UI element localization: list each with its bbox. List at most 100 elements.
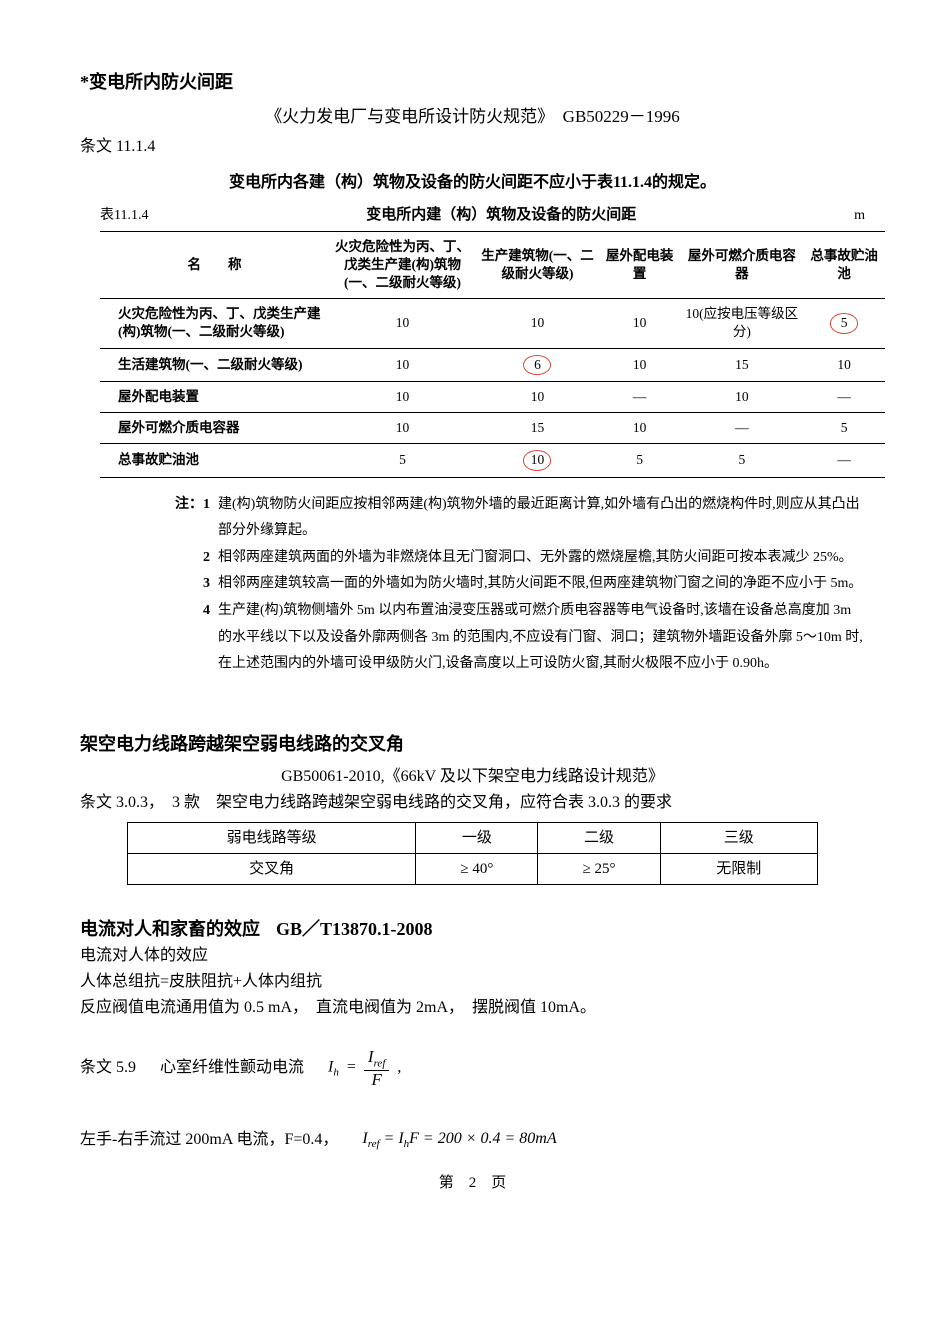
td: 交叉角: [128, 853, 416, 884]
table1-unit: m: [854, 205, 865, 227]
td: 5: [599, 444, 681, 477]
td: 10(应按电压等级区分): [681, 299, 804, 348]
sec3-title-b: GB／T13870.1-2008: [276, 919, 433, 939]
note-lead: 2: [170, 545, 218, 572]
td: 10: [329, 299, 476, 348]
table1-label: 表11.1.4: [100, 205, 148, 227]
table-row: 生活建筑物(一、二级耐火等级)106101510: [100, 348, 885, 381]
clause59-text: 心室纤维性颤动电流: [160, 1055, 304, 1081]
td: 10: [476, 381, 599, 412]
table-row: 交叉角 ≥ 40° ≥ 25° 无限制: [128, 853, 818, 884]
table1-caption: 变电所内建（构）筑物及设备的防火间距: [148, 203, 854, 227]
th: 名 称: [100, 231, 329, 299]
sec3-line3: 反应阀值电流通用值为 0.5 mA， 直流电阀值为 2mA， 摆脱阀值 10mA…: [80, 995, 865, 1021]
th: 总事故贮油池: [803, 231, 885, 299]
table1-notes: 注：1建(构)筑物防火间距应按相邻两建(构)筑物外墙的最近距离计算,如外墙有凸出…: [170, 492, 865, 678]
eq2-intro: 左手-右手流过 200mA 电流，F=0.4，: [80, 1127, 338, 1153]
sec1-standard: 《火力发电厂与变电所设计防火规范》 GB50229－1996: [80, 103, 865, 130]
table-row: 屋外配电装置1010—10—: [100, 381, 885, 412]
sec1-intro: 变电所内各建（构）筑物及设备的防火间距不应小于表11.1.4的规定。: [80, 170, 865, 196]
note-body: 相邻两座建筑两面的外墙为非燃烧体且无门窗洞口、无外露的燃烧屋檐,其防火间距可按本…: [218, 545, 865, 572]
th: 屋外可燃介质电容器: [681, 231, 804, 299]
eq1-den: F: [367, 1071, 385, 1088]
td: 5: [803, 299, 885, 348]
sec1-clause: 条文 11.1.4: [80, 134, 865, 160]
table-row: 屋外可燃介质电容器101510—5: [100, 413, 885, 444]
eq2-sym-sub: ref: [368, 1138, 380, 1150]
td: 10: [803, 348, 885, 381]
td: 5: [803, 413, 885, 444]
note-row: 2相邻两座建筑两面的外墙为非燃烧体且无门窗洞口、无外露的燃烧屋檐,其防火间距可按…: [170, 545, 865, 572]
td: 10: [329, 413, 476, 444]
row-label: 屋外可燃介质电容器: [100, 413, 329, 444]
th: 火灾危险性为丙、丁、戊类生产建(构)筑物(一、二级耐火等级): [329, 231, 476, 299]
sec2-title: 架空电力线路跨越架空弱电线路的交叉角: [80, 730, 865, 759]
table-row: 弱电线路等级 一级 二级 三级: [128, 822, 818, 853]
eq1-frac: Iref F: [364, 1048, 389, 1087]
eq1: Ih = Iref F ,: [328, 1048, 401, 1087]
sec3-eq2-row: 左手-右手流过 200mA 电流，F=0.4， Iref = IhF = 200…: [80, 1126, 865, 1154]
sec3-eq1-row: 条文 5.9 心室纤维性颤动电流 Ih = Iref F ,: [80, 1048, 865, 1087]
sec1-title: *变电所内防火间距: [80, 68, 865, 97]
page-footer: 第 2 页: [80, 1171, 865, 1195]
note-body: 相邻两座建筑较高一面的外墙如为防火墙时,其防火间距不限,但两座建筑物门窗之间的净…: [218, 571, 865, 598]
clause59-label: 条文 5.9: [80, 1055, 136, 1081]
table1-header-row: 表11.1.4 变电所内建（构）筑物及设备的防火间距 m: [100, 203, 865, 227]
sec3-title-row: 电流对人和家畜的效应 GB／T13870.1-2008: [80, 915, 865, 944]
eq1-lhs-sub: h: [333, 1067, 339, 1079]
td: 10: [599, 413, 681, 444]
td: 15: [476, 413, 599, 444]
eq1-num-sub: ref: [374, 1058, 386, 1070]
table1: 名 称 火灾危险性为丙、丁、戊类生产建(构)筑物(一、二级耐火等级) 生产建筑物…: [100, 231, 885, 478]
td: 无限制: [660, 853, 817, 884]
table-row: 火灾危险性为丙、丁、戊类生产建(构)筑物(一、二级耐火等级)10101010(应…: [100, 299, 885, 348]
th: 屋外配电装置: [599, 231, 681, 299]
sec3-line2: 人体总组抗=皮肤阻抗+人体内组抗: [80, 969, 865, 995]
eq2: Iref = IhF = 200 × 0.4 = 80mA: [362, 1126, 556, 1154]
td: 10: [329, 381, 476, 412]
note-body: 建(构)筑物防火间距应按相邻两建(构)筑物外墙的最近距离计算,如外墙有凸出的燃烧…: [218, 492, 865, 545]
note-lead: 4: [170, 598, 218, 678]
sec2-standard: GB50061-2010,《66kV 及以下架空电力线路设计规范》: [80, 764, 865, 790]
td: 10: [476, 299, 599, 348]
note-body: 生产建(构)筑物侧墙外 5m 以内布置油浸变压器或可燃介质电容器等电气设备时,该…: [218, 598, 865, 678]
td: 10: [476, 444, 599, 477]
note-row: 3相邻两座建筑较高一面的外墙如为防火墙时,其防火间距不限,但两座建筑物门窗之间的…: [170, 571, 865, 598]
row-label: 火灾危险性为丙、丁、戊类生产建(构)筑物(一、二级耐火等级): [100, 299, 329, 348]
td: —: [803, 381, 885, 412]
td: 5: [681, 444, 804, 477]
td: —: [681, 413, 804, 444]
table-row: 名 称 火灾危险性为丙、丁、戊类生产建(构)筑物(一、二级耐火等级) 生产建筑物…: [100, 231, 885, 299]
th: 生产建筑物(一、二级耐火等级): [476, 231, 599, 299]
table2: 弱电线路等级 一级 二级 三级 交叉角 ≥ 40° ≥ 25° 无限制: [127, 822, 818, 885]
td: 5: [329, 444, 476, 477]
td: 10: [599, 348, 681, 381]
row-label: 屋外配电装置: [100, 381, 329, 412]
td: 10: [681, 381, 804, 412]
td: 15: [681, 348, 804, 381]
td: 6: [476, 348, 599, 381]
th: 一级: [416, 822, 538, 853]
td: —: [599, 381, 681, 412]
note-lead: 注：1: [170, 492, 218, 545]
th: 弱电线路等级: [128, 822, 416, 853]
table1-body: 火灾危险性为丙、丁、戊类生产建(构)筑物(一、二级耐火等级)10101010(应…: [100, 299, 885, 477]
note-row: 4生产建(构)筑物侧墙外 5m 以内布置油浸变压器或可燃介质电容器等电气设备时,…: [170, 598, 865, 678]
th: 二级: [538, 822, 660, 853]
sec3-line1: 电流对人体的效应: [80, 943, 865, 969]
note-lead: 3: [170, 571, 218, 598]
td: 10: [329, 348, 476, 381]
td: —: [803, 444, 885, 477]
eq2-rest: = I: [380, 1130, 404, 1147]
eq2-tail: F = 200 × 0.4 = 80mA: [409, 1130, 557, 1147]
note-row: 注：1建(构)筑物防火间距应按相邻两建(构)筑物外墙的最近距离计算,如外墙有凸出…: [170, 492, 865, 545]
table-row: 总事故贮油池51055—: [100, 444, 885, 477]
row-label: 生活建筑物(一、二级耐火等级): [100, 348, 329, 381]
sec2-clause: 条文 3.0.3， 3 款 架空电力线路跨越架空弱电线路的交叉角，应符合表 3.…: [80, 790, 865, 816]
th: 三级: [660, 822, 817, 853]
td: ≥ 40°: [416, 853, 538, 884]
row-label: 总事故贮油池: [100, 444, 329, 477]
sec3-title-a: 电流对人和家畜的效应: [80, 919, 260, 939]
td: ≥ 25°: [538, 853, 660, 884]
td: 10: [599, 299, 681, 348]
